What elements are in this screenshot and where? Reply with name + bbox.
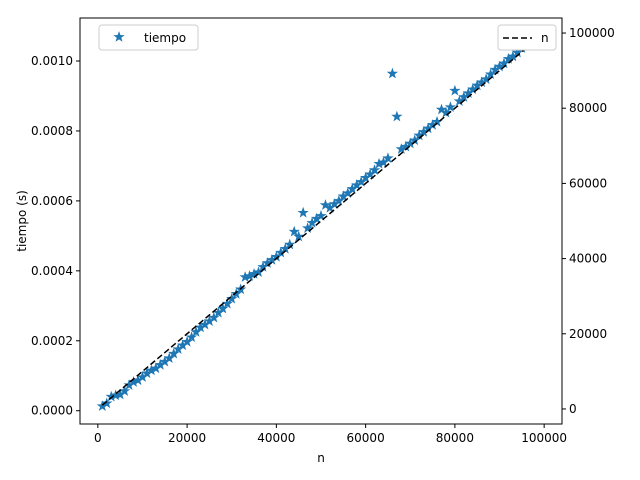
data-point-tiempo [315, 210, 327, 221]
data-point-tiempo [293, 230, 305, 242]
data-point-tiempo [217, 302, 229, 314]
y-tick-label: 0.0006 [31, 194, 73, 208]
y-tick-label: 0.0004 [31, 264, 73, 278]
data-point-tiempo [319, 199, 332, 210]
data-point-tiempo [386, 67, 399, 79]
y-tick-label: 0.0002 [31, 334, 73, 348]
data-point-tiempo [288, 225, 300, 237]
data-point-tiempo [101, 397, 113, 409]
y2-tick-label: 60000 [569, 176, 607, 190]
data-point-tiempo [185, 331, 198, 343]
x-tick-label: 60000 [347, 431, 385, 445]
data-point-tiempo [226, 292, 238, 304]
x-tick-label: 80000 [436, 431, 474, 445]
chart-marks [96, 28, 541, 411]
y-axis-label: tiempo (s) [15, 190, 29, 252]
legend-star-icon [113, 31, 125, 42]
y-tick-label: 0.0008 [31, 124, 73, 138]
x-axis-label: n [317, 451, 325, 465]
x-tick-label: 100000 [521, 431, 567, 445]
plot-frame [79, 17, 563, 425]
legend-label-n: n [541, 31, 549, 45]
y2-tick-label: 0 [569, 402, 577, 416]
legend-star-marker [113, 31, 125, 42]
data-point-tiempo [221, 297, 233, 309]
data-point-tiempo [368, 164, 381, 175]
data-point-tiempo [444, 101, 457, 112]
x-tick-label: 0 [94, 431, 102, 445]
data-point-tiempo [391, 110, 403, 122]
data-point-tiempo [382, 152, 394, 164]
y2-tick-label: 80000 [569, 101, 607, 115]
y2-tick-label: 40000 [569, 252, 607, 266]
data-point-tiempo [440, 106, 452, 118]
y2-tick-label: 20000 [569, 327, 607, 341]
series-line-n [101, 39, 536, 406]
legend-right: n [497, 24, 557, 51]
y-tick-label: 0.0010 [31, 54, 73, 68]
chart-axes: 0 20000 40000 60000 80000 100000 0.0000 0.0002 0… [31, 26, 615, 445]
legend-label-tiempo: tiempo [144, 31, 186, 45]
data-point-tiempo [301, 222, 314, 233]
x-tick-label: 40000 [257, 431, 295, 445]
y2-tick-label: 100000 [569, 26, 615, 40]
data-point-tiempo [297, 206, 309, 218]
legend-left: tiempo [98, 24, 199, 51]
data-point-tiempo [449, 84, 461, 96]
data-point-tiempo [208, 311, 220, 323]
x-tick-label: 20000 [168, 431, 206, 445]
data-point-tiempo [480, 73, 492, 84]
data-point-tiempo [119, 385, 131, 396]
legend-left-box [98, 24, 199, 51]
y-tick-label: 0.0000 [31, 404, 73, 418]
